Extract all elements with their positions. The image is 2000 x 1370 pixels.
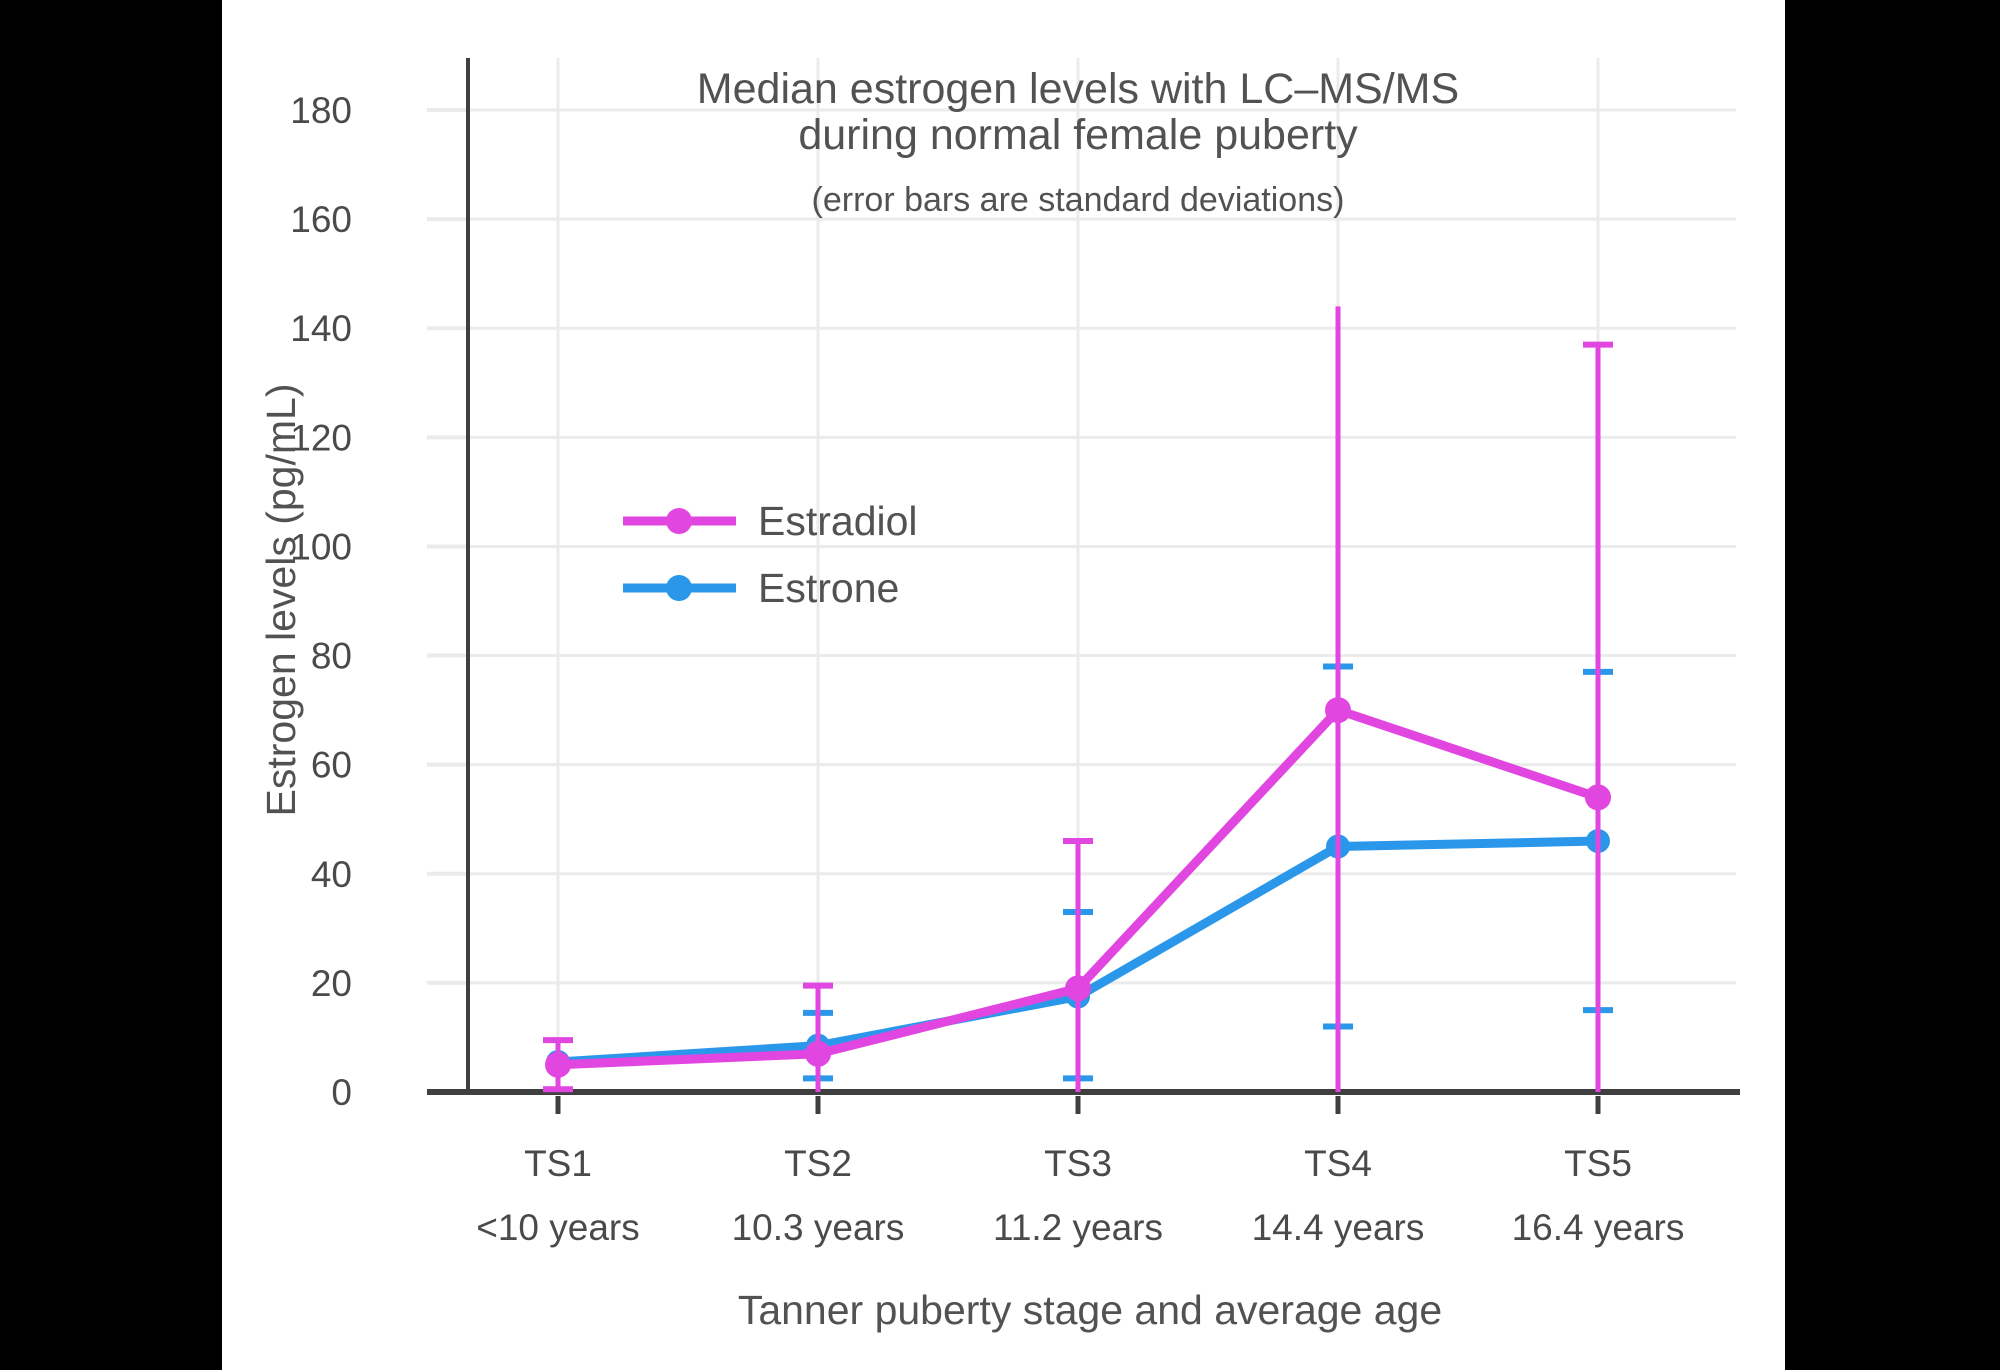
legend-label-estrone: Estrone: [758, 565, 899, 611]
chart-title-line2: during normal female puberty: [798, 111, 1358, 159]
x-axis-label: Tanner puberty stage and average age: [738, 1287, 1442, 1333]
legend-item-estradiol: Estradiol: [623, 498, 918, 544]
y-tick-label-0: 0: [331, 1072, 352, 1113]
y-tick-label-80: 80: [311, 636, 352, 677]
chart-plot-area: 0 20 40 60 80 100 120 140 160 180 TS1 <10 years TS2 1…: [258, 58, 1740, 1333]
y-axis-label: Estrogen levels (pg/mL): [258, 384, 304, 817]
data-point-estradiol-ts3: [1065, 975, 1091, 1002]
y-tick-label-20: 20: [311, 963, 352, 1004]
tick-labels-layer: 0 20 40 60 80 100 120 140 160 180 TS1 <10 years TS2 1…: [290, 90, 1684, 1248]
y-tick-label-180: 180: [290, 90, 352, 131]
x-age-label-ts4: 14.4 years: [1252, 1207, 1425, 1248]
legend-marker-estradiol: [666, 508, 692, 534]
x-category-label-ts4: TS4: [1304, 1143, 1372, 1184]
data-point-estradiol-ts4: [1325, 697, 1351, 724]
y-tick-label-140: 140: [290, 308, 352, 349]
x-age-label-ts2: 10.3 years: [732, 1207, 905, 1248]
x-category-label-ts2: TS2: [784, 1143, 852, 1184]
chart-title-line1: Median estrogen levels with LC–MS/MS: [697, 65, 1459, 113]
data-point-estradiol-ts2: [805, 1040, 831, 1067]
legend: Estradiol Estrone: [623, 498, 918, 611]
y-tick-label-120: 120: [290, 417, 352, 458]
legend-item-estrone: Estrone: [623, 565, 899, 611]
y-tick-label-100: 100: [290, 526, 352, 567]
legend-marker-estrone: [666, 575, 692, 601]
x-age-label-ts5: 16.4 years: [1512, 1207, 1685, 1248]
chart-subtitle: (error bars are standard deviations): [812, 181, 1345, 219]
y-tick-label-160: 160: [290, 199, 352, 240]
y-tick-label-60: 60: [311, 745, 352, 786]
y-tick-label-40: 40: [311, 854, 352, 895]
axes-layer: [427, 58, 1740, 1114]
x-category-label-ts1: TS1: [524, 1143, 592, 1184]
legend-label-estradiol: Estradiol: [758, 498, 918, 544]
x-age-label-ts3: 11.2 years: [993, 1207, 1163, 1248]
x-category-label-ts5: TS5: [1564, 1143, 1632, 1184]
data-point-estradiol-ts5: [1585, 784, 1611, 811]
x-age-label-ts1: <10 years: [476, 1207, 640, 1248]
series-layer: [543, 306, 1613, 1093]
data-point-estradiol-ts1: [545, 1051, 571, 1078]
x-category-label-ts3: TS3: [1044, 1143, 1112, 1184]
chart-figure: 0 20 40 60 80 100 120 140 160 180 TS1 <10 years TS2 1…: [222, 0, 1785, 1370]
